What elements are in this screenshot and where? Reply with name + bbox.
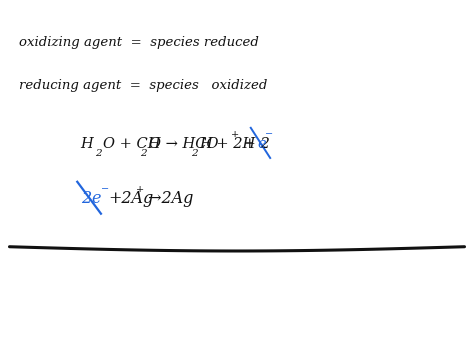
Text: +: + — [231, 130, 239, 139]
Text: 2: 2 — [191, 149, 197, 158]
Text: e: e — [91, 190, 100, 207]
Text: −: − — [265, 130, 273, 139]
Text: reducing agent  =  species   oxidized: reducing agent = species oxidized — [19, 79, 267, 92]
Text: + 2: + 2 — [239, 137, 270, 151]
Text: →2Ag: →2Ag — [143, 190, 193, 207]
Text: O + CH: O + CH — [103, 137, 161, 151]
Text: H + 2H: H + 2H — [199, 137, 255, 151]
Text: H: H — [81, 137, 93, 151]
Text: 2: 2 — [140, 149, 147, 158]
Text: −: − — [100, 185, 109, 194]
Text: e: e — [257, 137, 265, 151]
Text: oxidizing agent  =  species reduced: oxidizing agent = species reduced — [19, 36, 259, 49]
Text: 2: 2 — [81, 190, 91, 207]
Text: O → HCO: O → HCO — [149, 137, 219, 151]
Text: +2Ag: +2Ag — [108, 190, 153, 207]
Text: 2: 2 — [95, 149, 101, 158]
Text: +: + — [136, 185, 144, 194]
